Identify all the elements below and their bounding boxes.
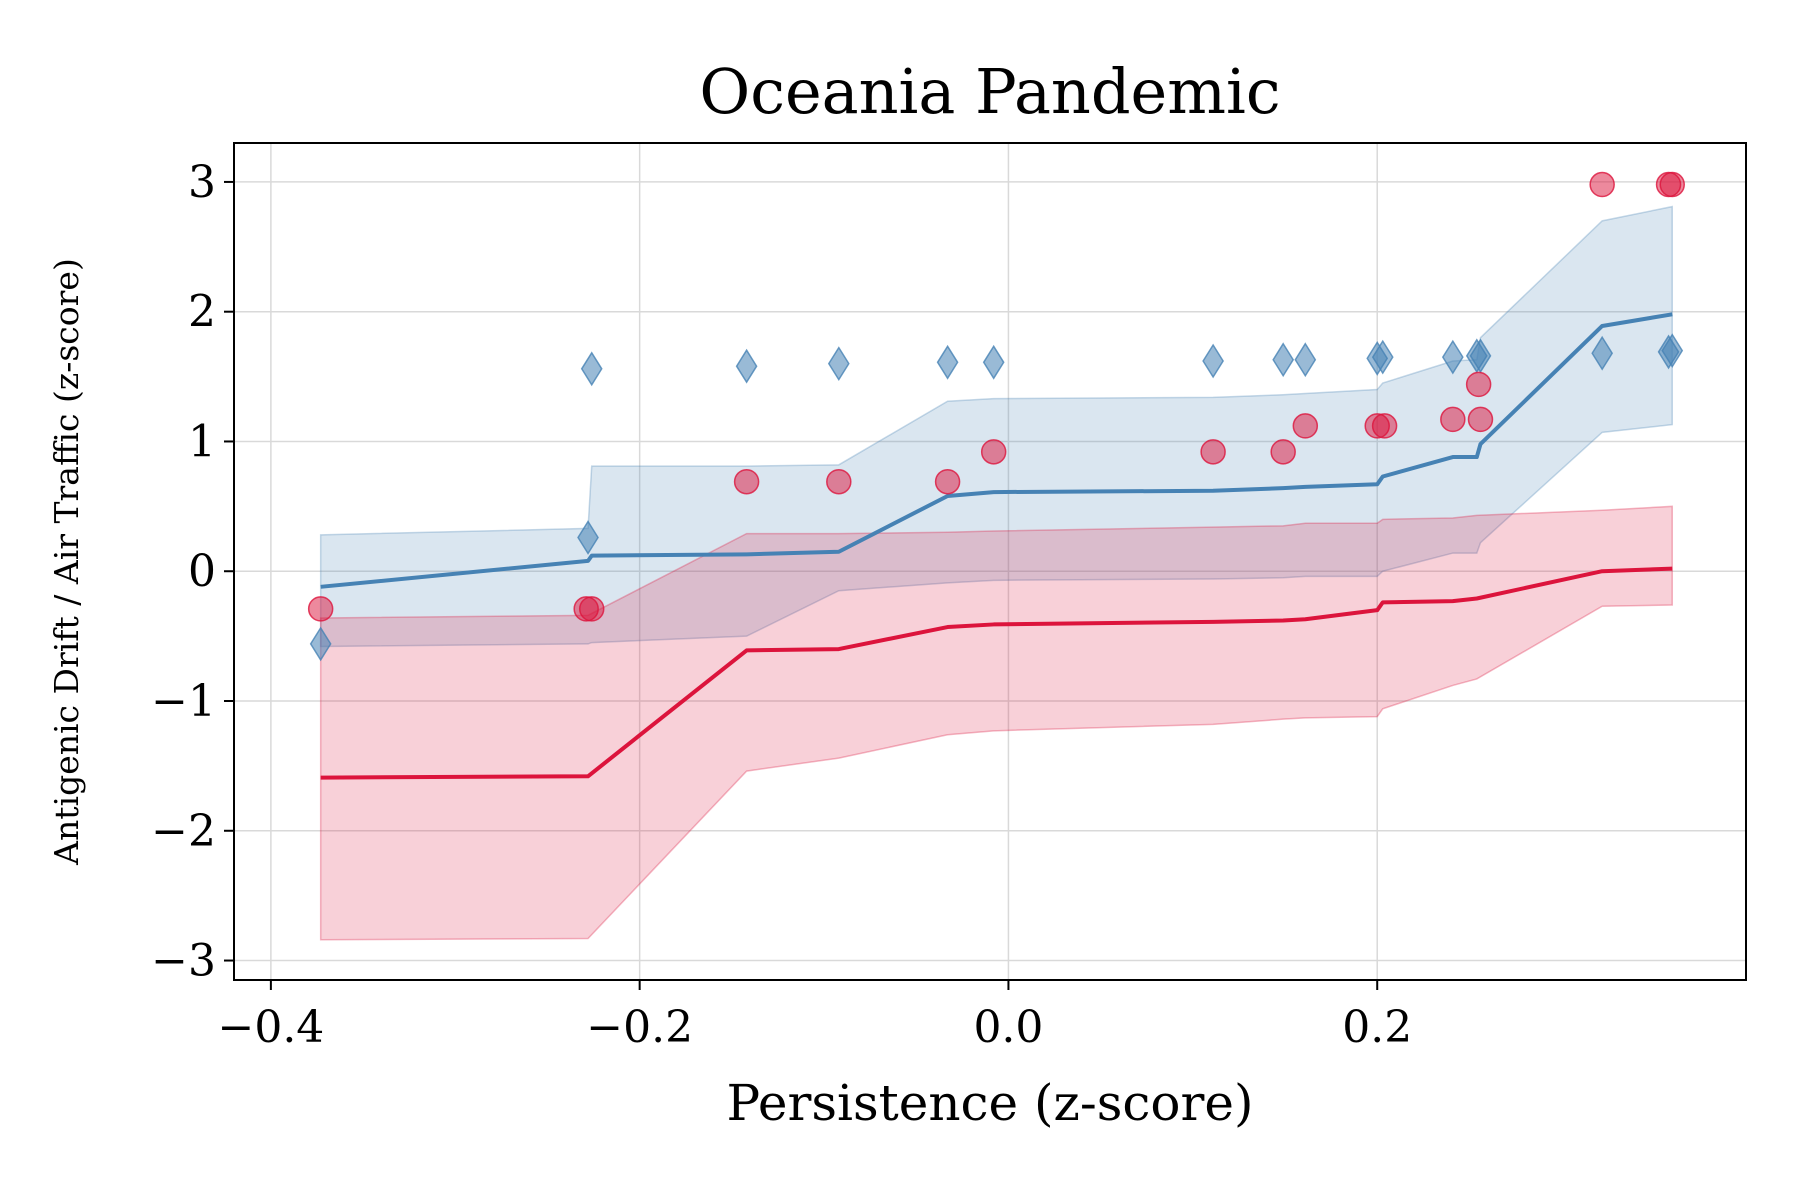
red-circle-point bbox=[1467, 406, 1494, 433]
blue-diamond-point bbox=[577, 520, 599, 555]
blue-diamond-point bbox=[1661, 333, 1684, 369]
red-circle-point bbox=[1659, 171, 1685, 198]
blue-fit-line bbox=[320, 312, 1673, 589]
x-tick-label: −0.2 bbox=[586, 1002, 693, 1053]
x-tick-label: 0.2 bbox=[1342, 1002, 1412, 1053]
chart-title: Oceania Pandemic bbox=[699, 55, 1280, 128]
red-circle-point bbox=[307, 596, 334, 622]
red-circle-point bbox=[1371, 413, 1398, 439]
red-circle-point bbox=[1440, 406, 1466, 433]
red-circle-point bbox=[578, 596, 605, 622]
x-axis-label: Persistence (z-score) bbox=[726, 1074, 1253, 1132]
red-circle-point bbox=[1200, 439, 1226, 465]
y-axis-label: Antigenic Drift / Air Traffic (z-score) bbox=[47, 258, 86, 866]
y-tick-label: 3 bbox=[188, 157, 216, 208]
red-circle-point bbox=[934, 468, 961, 495]
x-tick-label: 0.0 bbox=[973, 1002, 1043, 1053]
blue-diamond-point bbox=[1441, 339, 1464, 375]
blue-diamond-point bbox=[1294, 342, 1317, 378]
blue-diamond-point bbox=[1202, 343, 1224, 379]
fit-lines bbox=[320, 312, 1673, 780]
blue-confidence-band bbox=[319, 205, 1673, 648]
red-circle-point bbox=[826, 468, 852, 495]
blue-diamond-point bbox=[1272, 342, 1295, 378]
axes: −0.4 −0.2 0.0 0.2 −3 −2 −1 0 1 2 3 bbox=[151, 157, 1412, 1053]
red-circle-point bbox=[1465, 371, 1492, 398]
y-tick-label: 2 bbox=[188, 287, 216, 338]
y-tick-label: 0 bbox=[188, 546, 216, 597]
y-tick-label: 1 bbox=[188, 416, 216, 467]
blue-diamond-point bbox=[580, 351, 603, 387]
y-tick-label: −3 bbox=[151, 936, 216, 987]
red-circle-point bbox=[1292, 413, 1319, 439]
blue-diamond-point bbox=[1371, 339, 1394, 375]
y-tick-label: −1 bbox=[151, 676, 216, 727]
blue-diamond-point bbox=[735, 348, 758, 384]
scatter-points bbox=[307, 171, 1685, 662]
red-circle-point bbox=[1270, 439, 1296, 465]
x-tick-label: −0.4 bbox=[217, 1002, 324, 1053]
plot-area-frame bbox=[233, 142, 1747, 981]
red-fit-line bbox=[320, 566, 1673, 780]
blue-diamond-point bbox=[936, 344, 959, 380]
y-tick-label: −2 bbox=[151, 806, 216, 857]
blue-diamond-point bbox=[827, 346, 850, 382]
blue-diamond-point bbox=[1591, 335, 1614, 371]
red-circle-point bbox=[733, 468, 760, 495]
blue-diamond-point bbox=[309, 626, 332, 662]
red-circle-point bbox=[1589, 171, 1615, 198]
blue-diamond-point bbox=[982, 344, 1005, 380]
red-circle-point bbox=[980, 439, 1007, 465]
